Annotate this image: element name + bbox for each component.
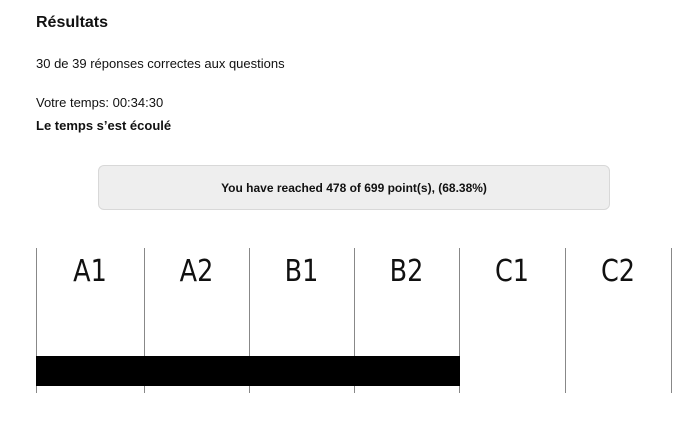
level-divider (459, 248, 460, 393)
level-divider (565, 248, 566, 393)
level-divider (36, 248, 37, 393)
level-divider (249, 248, 250, 393)
points-banner: You have reached 478 of 699 point(s), (6… (98, 165, 610, 210)
elapsed-time: Votre temps: 00:34:30 (36, 95, 164, 110)
level-label-b1: B1 (284, 254, 319, 289)
level-label-c2: C2 (600, 254, 636, 289)
level-label-a2: A2 (179, 254, 214, 289)
level-divider (144, 248, 145, 393)
level-label-b2: B2 (389, 254, 424, 289)
level-progress-bar (36, 356, 460, 386)
time-expired-notice: Le temps s’est écoulé (36, 118, 172, 133)
level-divider (671, 248, 672, 393)
correct-answers-summary: 30 de 39 réponses correctes aux question… (36, 56, 285, 71)
points-message: You have reached 478 of 699 point(s), (6… (221, 180, 487, 195)
level-divider (354, 248, 355, 393)
level-label-a1: A1 (73, 254, 107, 289)
results-title: Résultats (36, 14, 109, 31)
level-label-c1: C1 (494, 254, 530, 289)
